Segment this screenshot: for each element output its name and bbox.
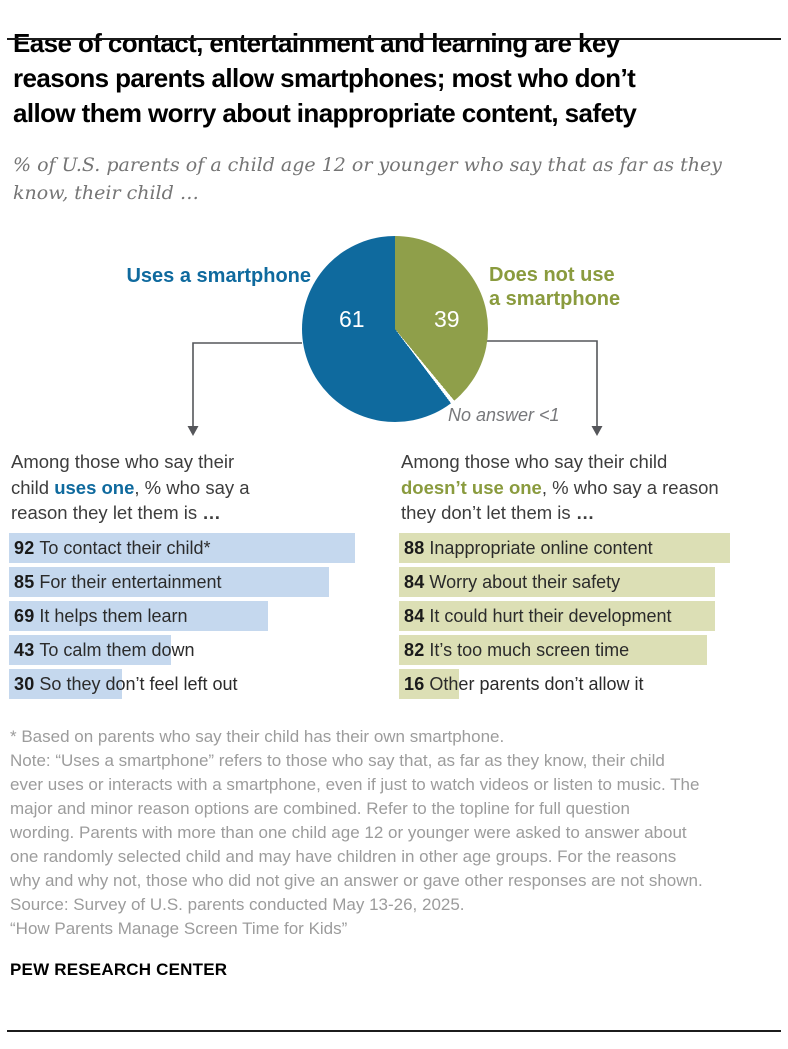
bar-row: 88 Inappropriate online content bbox=[399, 532, 775, 563]
bar-label: 84 Worry about their safety bbox=[404, 571, 621, 592]
left-bar-list: 92 To contact their child* 85 For their ent… bbox=[9, 532, 385, 699]
bar-fill bbox=[399, 600, 715, 631]
bar-fill bbox=[9, 532, 355, 563]
bar-label: 43 To calm them down bbox=[14, 639, 195, 660]
right-column-header: Among those who say their child doesn’t … bbox=[401, 449, 775, 526]
right-header-prefix: Among those who say their child bbox=[401, 451, 668, 472]
bar-label: 69 It helps them learn bbox=[14, 605, 188, 626]
pie-label-uses-smartphone: Uses a smartphone bbox=[126, 265, 311, 287]
footnotes: * Based on parents who say their child h… bbox=[10, 726, 703, 938]
left-arrow-icon bbox=[187, 426, 199, 436]
right-header-ellipsis: … bbox=[575, 502, 595, 523]
left-header-suffix: , % who say a reason they let them is bbox=[11, 476, 250, 524]
bar-row: 82 It’s too much screen time bbox=[399, 634, 775, 665]
right-bar-list: 88 Inappropriate online content 84 Worry ab… bbox=[399, 532, 775, 699]
top-divider bbox=[7, 38, 781, 40]
bar-fill bbox=[399, 532, 730, 563]
bar-fill bbox=[9, 566, 329, 597]
bar-row: 84 Worry about their safety bbox=[399, 566, 775, 597]
right-header-suffix: , % who say a reason they don’t let them… bbox=[401, 476, 719, 524]
bar-label: 88 Inappropriate online content bbox=[404, 537, 653, 558]
pie-value-does-not-use: 39 bbox=[434, 306, 460, 332]
pie-no-answer-label: No answer <1 bbox=[448, 405, 560, 425]
bar-row: 84 It could hurt their development bbox=[399, 600, 775, 631]
left-header-ellipsis: … bbox=[202, 502, 221, 523]
bar-row: 69 It helps them learn bbox=[9, 600, 385, 631]
bar-label: 16 Other parents don’t allow it bbox=[404, 673, 644, 694]
bar-fill bbox=[399, 668, 460, 699]
bar-row: 16 Other parents don’t allow it bbox=[399, 668, 775, 699]
right-bar-column: Among those who say their child doesn’t … bbox=[399, 449, 775, 703]
left-header-highlight: uses one bbox=[54, 476, 135, 498]
bar-label: 84 It could hurt their development bbox=[404, 605, 672, 626]
pie-chart bbox=[302, 236, 488, 422]
bar-fill bbox=[9, 668, 122, 699]
pie-chart-section: Uses a smartphone Does not use a smartph… bbox=[0, 231, 788, 443]
bar-label: 82 It’s too much screen time bbox=[404, 639, 630, 660]
bar-fill bbox=[399, 634, 708, 665]
pie-value-uses: 61 bbox=[339, 306, 365, 332]
left-column-header: Among those who say their child uses one… bbox=[11, 449, 385, 526]
bar-row: 85 For their entertainment bbox=[9, 566, 385, 597]
bar-label: 85 For their entertainment bbox=[14, 571, 222, 592]
bar-fill bbox=[9, 600, 269, 631]
left-bar-column: Among those who say their child uses one… bbox=[9, 449, 385, 703]
chart-title: Ease of contact, entertainment and learn… bbox=[13, 28, 637, 128]
bar-label: 30 So they don’t feel left out bbox=[14, 673, 238, 694]
right-arrow-icon bbox=[591, 426, 603, 436]
left-header-prefix: Among those who say their child bbox=[11, 451, 235, 498]
pie-label-does-not-use: Does not use a smartphone bbox=[489, 264, 621, 310]
left-connector-line bbox=[192, 342, 302, 427]
bottom-divider bbox=[7, 1030, 781, 1032]
bar-charts-section: Among those who say their child uses one… bbox=[0, 449, 788, 703]
right-connector-line bbox=[487, 340, 598, 427]
bar-fill bbox=[399, 566, 715, 597]
right-header-highlight: doesn’t use one bbox=[401, 476, 542, 498]
bar-row: 43 To calm them down bbox=[9, 634, 385, 665]
connector-lines bbox=[187, 340, 603, 436]
source-branding: PEW RESEARCH CENTER bbox=[10, 959, 228, 979]
bar-label: 92 To contact their child* bbox=[14, 537, 211, 558]
bar-row: 30 So they don’t feel left out bbox=[9, 668, 385, 699]
bar-row: 92 To contact their child* bbox=[9, 532, 385, 563]
chart-subtitle: % of U.S. parents of a child age 12 or y… bbox=[13, 154, 722, 204]
bar-fill bbox=[9, 634, 171, 665]
